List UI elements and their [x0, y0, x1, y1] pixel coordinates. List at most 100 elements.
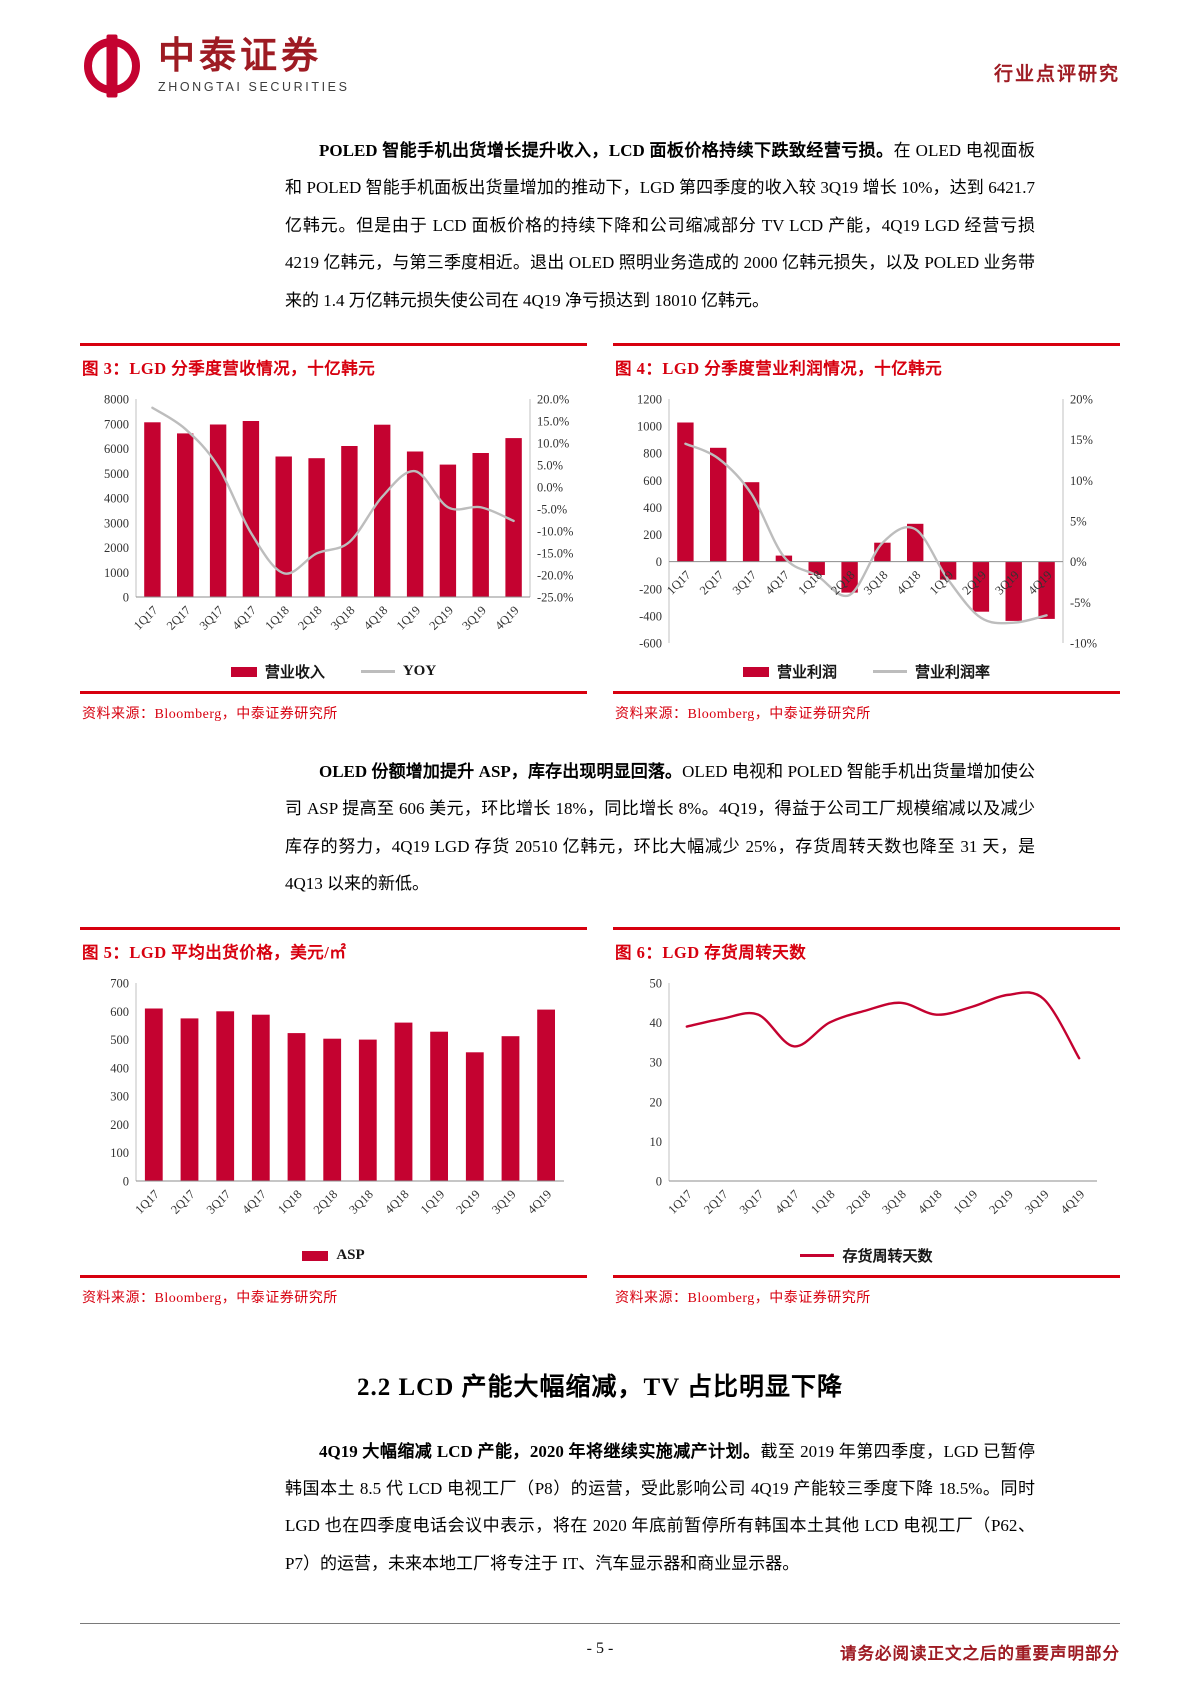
- paragraph-lead: POLED 智能手机出货增长提升收入，LCD 面板价格持续下跌致经营亏损。: [319, 141, 894, 160]
- svg-text:4Q18: 4Q18: [894, 568, 924, 598]
- svg-text:2Q17: 2Q17: [701, 1187, 731, 1217]
- svg-text:1000: 1000: [637, 420, 662, 434]
- svg-text:1Q19: 1Q19: [418, 1187, 448, 1217]
- svg-text:3000: 3000: [104, 516, 129, 530]
- svg-text:0: 0: [123, 590, 129, 604]
- svg-text:0: 0: [656, 1174, 662, 1188]
- svg-text:1200: 1200: [637, 392, 662, 406]
- svg-text:2Q19: 2Q19: [426, 603, 456, 633]
- svg-text:5.0%: 5.0%: [537, 458, 563, 472]
- page-number: - 5 -: [586, 1640, 614, 1657]
- figure-6-inventory-days: 图 6：LGD 存货周转天数 0 10 20 30 40 50 1Q17 2Q17 3Q17 4Q…: [613, 926, 1120, 1307]
- svg-text:4Q17: 4Q17: [239, 1187, 269, 1217]
- svg-text:3Q17: 3Q17: [730, 568, 760, 598]
- svg-text:-600: -600: [639, 636, 662, 650]
- legend-label: 营业利润率: [915, 665, 991, 682]
- svg-text:800: 800: [643, 447, 662, 461]
- svg-text:2Q19: 2Q19: [986, 1187, 1016, 1217]
- brand-name-cn: 中泰证券: [158, 36, 322, 78]
- figure-source: 资料来源：Bloomberg，中泰证券研究所: [613, 690, 1120, 723]
- svg-text:400: 400: [110, 1061, 129, 1075]
- svg-text:4Q19: 4Q19: [492, 603, 522, 633]
- legend-item: 营业利润: [742, 661, 837, 682]
- svg-text:600: 600: [643, 474, 662, 488]
- svg-text:30: 30: [650, 1055, 663, 1069]
- svg-text:3Q19: 3Q19: [459, 603, 489, 633]
- figure-source: 资料来源：Bloomberg，中泰证券研究所: [80, 1274, 587, 1307]
- svg-text:-25.0%: -25.0%: [537, 590, 573, 604]
- figure-row-2: 图 5：LGD 平均出货价格，美元/㎡ 0 100 200 300 400 500 600 7…: [80, 926, 1120, 1307]
- svg-text:-5%: -5%: [1070, 596, 1091, 610]
- svg-text:100: 100: [110, 1146, 129, 1160]
- svg-text:1Q17: 1Q17: [665, 1187, 695, 1217]
- svg-text:1Q17: 1Q17: [664, 568, 694, 598]
- svg-text:8000: 8000: [104, 392, 129, 406]
- figure-title: 图 4：LGD 分季度营业利润情况，十亿韩元: [613, 342, 1120, 383]
- svg-text:-10.0%: -10.0%: [537, 524, 573, 538]
- paragraph-body: 截至 2019 年第四季度，LGD 已暂停韩国本土 8.5 代 LCD 电视工厂…: [285, 1441, 1035, 1573]
- legend-item: 存货周转天数: [800, 1245, 933, 1266]
- svg-text:-5.0%: -5.0%: [537, 502, 567, 516]
- svg-text:-10%: -10%: [1070, 636, 1097, 650]
- legend-bar-swatch-icon: [230, 666, 257, 677]
- svg-text:300: 300: [110, 1089, 129, 1103]
- svg-text:2Q18: 2Q18: [311, 1187, 341, 1217]
- svg-text:0: 0: [123, 1174, 129, 1188]
- legend-item: 营业收入: [230, 661, 325, 682]
- svg-text:4Q17: 4Q17: [772, 1187, 802, 1217]
- svg-text:0.0%: 0.0%: [537, 480, 563, 494]
- svg-text:2Q18: 2Q18: [844, 1187, 874, 1217]
- svg-text:4Q17: 4Q17: [762, 568, 792, 598]
- svg-text:4Q18: 4Q18: [915, 1187, 945, 1217]
- svg-text:7000: 7000: [104, 417, 129, 431]
- svg-text:3Q17: 3Q17: [737, 1187, 767, 1217]
- figure-title: 图 6：LGD 存货周转天数: [613, 926, 1120, 967]
- svg-text:1Q19: 1Q19: [394, 603, 424, 633]
- svg-text:5000: 5000: [104, 467, 129, 481]
- svg-text:-15.0%: -15.0%: [537, 546, 573, 560]
- page-footer: - 5 - 请务必阅读正文之后的重要声明部分: [80, 1623, 1120, 1664]
- legend-label: ASP: [336, 1247, 365, 1264]
- legend-item: ASP: [302, 1247, 365, 1264]
- svg-text:1Q18: 1Q18: [808, 1187, 838, 1217]
- figure-row-1: 图 3：LGD 分季度营收情况，十亿韩元 0 1000 2000 3000 4000 50…: [80, 342, 1120, 723]
- svg-text:-200: -200: [639, 582, 662, 596]
- paragraph-lcd-capacity: 4Q19 大幅缩减 LCD 产能，2020 年将继续实施减产计划。截至 2019…: [285, 1433, 1035, 1583]
- legend-line-swatch-icon: [873, 670, 907, 674]
- svg-text:500: 500: [110, 1033, 129, 1047]
- svg-text:4Q19: 4Q19: [1058, 1187, 1088, 1217]
- svg-text:4Q18: 4Q18: [361, 603, 391, 633]
- svg-text:1Q17: 1Q17: [132, 1187, 162, 1217]
- svg-text:2Q19: 2Q19: [453, 1187, 483, 1217]
- legend-label: 存货周转天数: [842, 1249, 933, 1266]
- asp-bar-chart: 0 100 200 300 400 500 600 700 1Q17 2Q17 3Q17 4Q17 1Q…: [80, 969, 587, 1269]
- svg-text:2Q18: 2Q18: [295, 603, 325, 633]
- svg-text:15.0%: 15.0%: [537, 414, 569, 428]
- svg-text:20.0%: 20.0%: [537, 392, 569, 406]
- svg-text:6000: 6000: [104, 442, 129, 456]
- svg-text:20: 20: [650, 1095, 663, 1109]
- svg-text:10%: 10%: [1070, 474, 1093, 488]
- svg-text:4000: 4000: [104, 491, 129, 505]
- legend-bar-swatch-icon: [742, 666, 769, 677]
- legend-bar-swatch-icon: [302, 1250, 329, 1261]
- svg-text:1Q18: 1Q18: [262, 603, 292, 633]
- svg-text:3Q18: 3Q18: [346, 1187, 376, 1217]
- paragraph-asp-inventory: OLED 份额增加提升 ASP，库存出现明显回落。OLED 电视和 POLED …: [285, 753, 1035, 903]
- svg-text:4Q19: 4Q19: [525, 1187, 555, 1217]
- svg-text:40: 40: [650, 1016, 663, 1030]
- svg-text:200: 200: [643, 528, 662, 542]
- figure-5-asp: 图 5：LGD 平均出货价格，美元/㎡ 0 100 200 300 400 500 600 7…: [80, 926, 587, 1307]
- svg-text:1Q18: 1Q18: [275, 1187, 305, 1217]
- svg-text:1000: 1000: [104, 566, 129, 580]
- paragraph-body: 在 OLED 电视面板和 POLED 智能手机面板出货量增加的推动下，LGD 第…: [285, 141, 1035, 310]
- svg-text:700: 700: [110, 976, 129, 990]
- svg-text:10: 10: [650, 1134, 663, 1148]
- operating-profit-bar-line-chart: -600 -400 -200 0 200 400 600 800 1000 1200 -10% -5%…: [613, 385, 1120, 685]
- legend-item: YOY: [360, 663, 436, 680]
- figure-source: 资料来源：Bloomberg，中泰证券研究所: [80, 690, 587, 723]
- paragraph-lead: OLED 份额增加提升 ASP，库存出现明显回落。: [319, 761, 683, 781]
- svg-text:2Q17: 2Q17: [697, 568, 727, 598]
- figure-3-revenue: 图 3：LGD 分季度营收情况，十亿韩元 0 1000 2000 3000 4000 50…: [80, 342, 587, 723]
- svg-text:3Q17: 3Q17: [204, 1187, 234, 1217]
